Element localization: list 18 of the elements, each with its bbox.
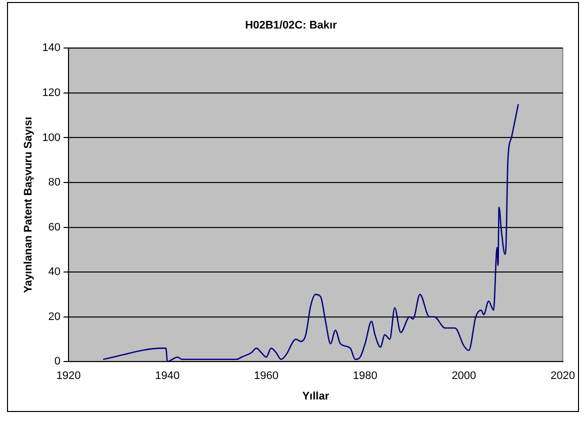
y-tick-label: 100 [42,132,61,144]
line-series [102,104,519,362]
x-axis-title: Yıllar [302,390,330,402]
y-tick-label: 140 [42,42,61,54]
x-tick-label: 1920 [56,370,81,382]
y-tick-label: 60 [48,221,61,234]
y-tick-label: 0 [54,356,61,368]
x-tick-label: 1940 [155,370,180,382]
y-axis-title: Yayınlanan Patent Başvuru Sayısı [22,116,35,293]
chart-title: H02B1/02C: Bakır [245,20,338,32]
x-tick-label: 2000 [452,370,476,382]
y-tick-label: 20 [48,310,61,323]
x-tick-label: 1960 [254,370,278,382]
y-tick-label: 120 [42,87,61,100]
x-tick-label: 2020 [550,370,576,382]
y-tick-label: 40 [48,266,61,278]
y-tick-label: 80 [48,176,61,189]
x-tick-label: 1980 [352,370,378,382]
